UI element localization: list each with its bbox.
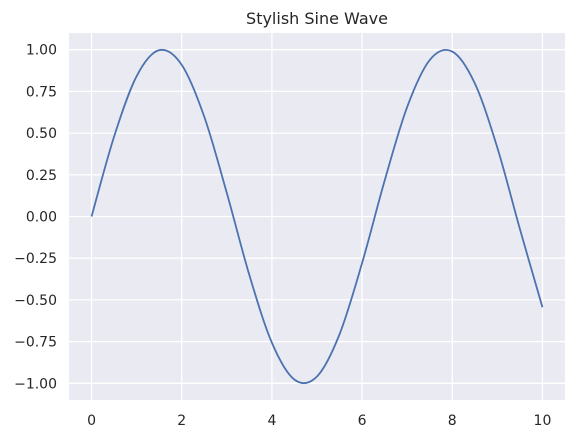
y-tick-label: −0.50 <box>14 293 57 309</box>
y-tick-label: 0.50 <box>26 126 57 142</box>
y-tick-label: 1.00 <box>26 43 57 59</box>
sine-series-line <box>90 48 544 385</box>
y-tick-label: 0.00 <box>26 210 57 226</box>
grid-lines <box>69 33 565 400</box>
y-tick-label: 0.25 <box>26 168 57 184</box>
x-tick-label: 0 <box>87 413 96 429</box>
x-tick-label: 6 <box>358 413 367 429</box>
y-tick-label: −0.25 <box>14 251 57 267</box>
x-tick-label: 10 <box>534 413 552 429</box>
chart-title: Stylish Sine Wave <box>246 9 388 28</box>
x-tick-label: 2 <box>177 413 186 429</box>
tick-labels: 0 2 4 6 8 10 1.00 0.75 0.50 0.25 0.00 −0.25 −0.50 −0.… <box>14 43 551 429</box>
y-tick-label: −1.00 <box>14 376 57 392</box>
x-tick-label: 4 <box>267 413 276 429</box>
series-layer <box>90 48 544 385</box>
y-tick-label: −0.75 <box>14 335 57 351</box>
x-tick-label: 8 <box>448 413 457 429</box>
y-tick-label: 0.75 <box>26 84 57 100</box>
